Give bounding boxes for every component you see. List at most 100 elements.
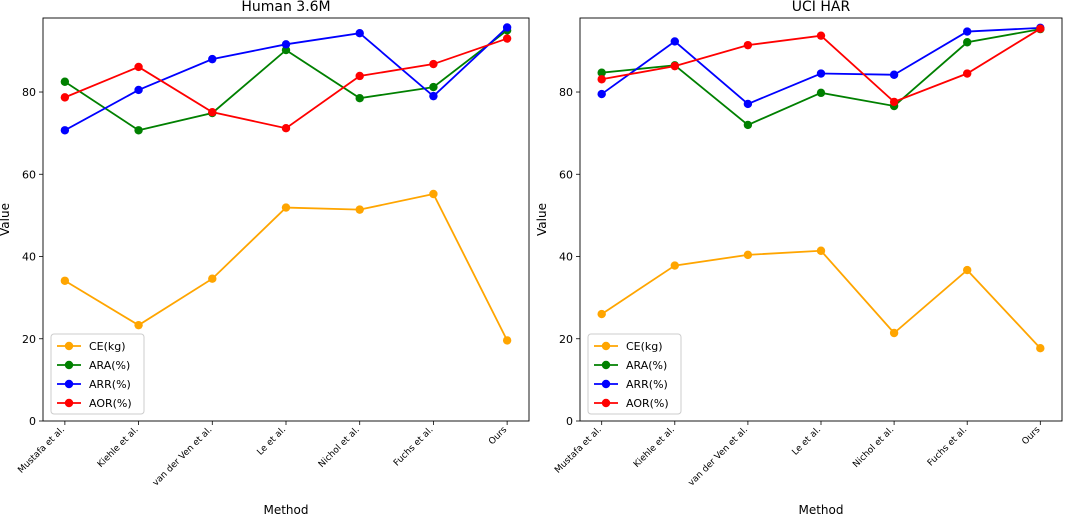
series-0 xyxy=(60,189,512,345)
data-point xyxy=(355,205,364,214)
legend-label: CE(kg) xyxy=(89,340,126,353)
y-tick-label: 40 xyxy=(22,251,36,264)
x-axis-label: Method xyxy=(263,503,308,516)
data-point xyxy=(889,97,899,107)
data-point xyxy=(134,62,143,72)
x-tick-label: Nichol et al. xyxy=(317,425,362,470)
data-point xyxy=(429,59,438,69)
data-point xyxy=(816,88,826,98)
chart-title: UCI HAR xyxy=(792,0,851,15)
data-point xyxy=(60,77,70,86)
data-point xyxy=(816,69,826,78)
x-tick-label: Le et al. xyxy=(256,425,289,458)
data-point xyxy=(281,45,291,55)
legend-marker xyxy=(64,379,74,389)
data-point xyxy=(60,276,70,285)
legend: CE(kg) ARA(%) ARR(%) AOR(%) xyxy=(50,333,145,415)
data-point xyxy=(208,274,217,283)
legend: CE(kg) ARA(%) ARR(%) AOR(%) xyxy=(587,333,682,415)
series-0 xyxy=(597,246,1045,353)
data-point xyxy=(889,70,899,79)
legend-marker xyxy=(601,341,611,351)
x-tick-label: Mustafa et al. xyxy=(16,425,67,476)
data-point xyxy=(816,31,826,40)
x-tick-label: Fuchs et al. xyxy=(392,425,435,468)
data-point xyxy=(597,309,606,319)
y-tick-label: 0 xyxy=(29,415,36,428)
y-tick-label: 20 xyxy=(22,333,36,346)
data-point xyxy=(1036,24,1045,33)
x-tick-label: Kiehle et al. xyxy=(632,425,677,470)
data-point xyxy=(429,189,438,199)
plot-frame xyxy=(42,17,530,422)
data-point xyxy=(889,328,899,338)
legend-box xyxy=(587,333,682,415)
data-point xyxy=(281,203,291,212)
data-point xyxy=(670,37,679,46)
data-point xyxy=(670,61,679,71)
data-point xyxy=(502,23,512,32)
y-tick-label: 60 xyxy=(22,168,36,181)
chart-human36m: Human 3.6M 0 20 40 60 80 Mustafa et al. Kiehle … xyxy=(0,0,530,517)
legend-marker xyxy=(64,360,74,370)
data-point xyxy=(502,34,512,43)
legend-label: ARR(%) xyxy=(89,378,131,391)
data-point xyxy=(60,126,70,135)
data-point xyxy=(502,336,512,345)
x-tick-label: Kiehle et al. xyxy=(96,425,141,470)
y-tick-label: 40 xyxy=(559,251,573,264)
data-point xyxy=(743,99,753,109)
data-point xyxy=(743,40,753,50)
legend-label: ARA(%) xyxy=(89,359,130,372)
legend-marker xyxy=(601,360,611,370)
data-point xyxy=(743,250,753,260)
y-axis-label: Value xyxy=(0,203,12,236)
data-point xyxy=(963,265,972,275)
legend-label: CE(kg) xyxy=(626,340,663,353)
y-tick-label: 80 xyxy=(22,86,36,99)
data-point xyxy=(743,120,753,130)
data-point xyxy=(134,85,143,95)
x-axis-label: Method xyxy=(798,503,843,516)
legend-label: AOR(%) xyxy=(626,397,669,410)
chart-ucihar: UCI HAR 0 20 40 60 80 Mustafa et al. Kiehle et … xyxy=(535,0,1063,517)
chart-title: Human 3.6M xyxy=(241,0,330,15)
legend-marker xyxy=(64,341,74,351)
legend-marker xyxy=(64,398,74,408)
data-point xyxy=(597,75,606,84)
data-point xyxy=(429,82,438,92)
x-tick-label: van der Ven et al. xyxy=(687,425,750,488)
data-point xyxy=(281,124,291,133)
y-tick-label: 20 xyxy=(559,333,573,346)
data-point xyxy=(963,69,972,78)
legend-label: ARR(%) xyxy=(626,378,668,391)
y-tick-label: 0 xyxy=(566,415,573,428)
x-tick-label: Fuchs et al. xyxy=(926,425,969,468)
data-point xyxy=(670,261,679,270)
data-point xyxy=(134,126,143,135)
data-point xyxy=(1036,344,1045,353)
x-tick-label: Mustafa et al. xyxy=(553,425,604,476)
x-tick-label: Le et al. xyxy=(791,425,824,458)
legend-marker xyxy=(601,398,611,408)
legend-label: ARA(%) xyxy=(626,359,667,372)
series-2 xyxy=(60,23,512,135)
series-3 xyxy=(597,24,1045,107)
data-point xyxy=(597,89,606,99)
x-tick-label: Ours xyxy=(487,425,509,447)
y-tick-label: 60 xyxy=(559,168,573,181)
legend-box xyxy=(50,333,145,415)
data-point xyxy=(597,68,606,77)
x-tick-label: Nichol et al. xyxy=(851,425,896,470)
data-point xyxy=(134,320,143,330)
data-point xyxy=(208,107,217,117)
data-point xyxy=(355,93,364,103)
plot-frame xyxy=(579,17,1063,422)
data-point xyxy=(963,38,972,47)
legend-marker xyxy=(601,379,611,389)
data-point xyxy=(60,93,70,102)
series-line xyxy=(64,192,508,341)
data-point xyxy=(208,54,217,64)
data-point xyxy=(281,40,291,49)
